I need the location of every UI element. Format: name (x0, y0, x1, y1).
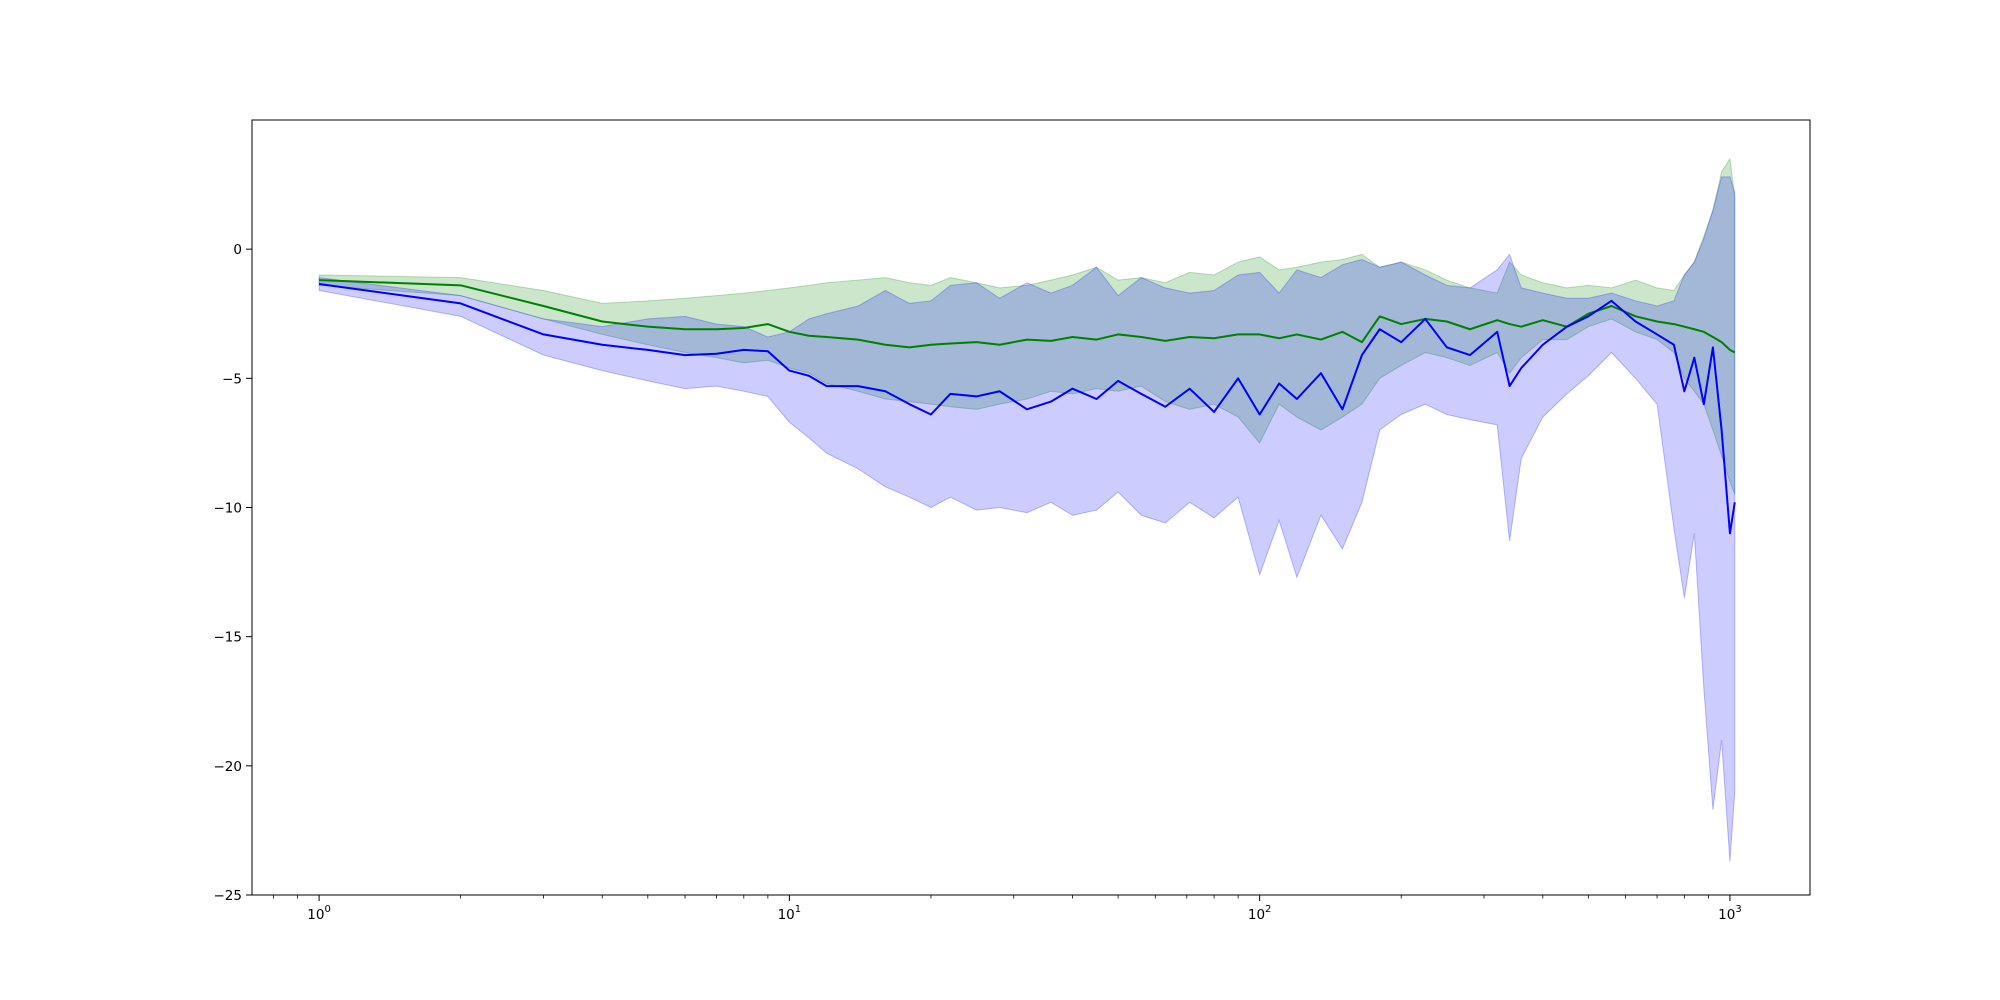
series-2-band (318, 176, 1736, 862)
y-tick-label: −20 (214, 759, 243, 775)
y-tick-label: −10 (214, 501, 243, 517)
x-axis: 100 101 102 103 (273, 895, 1742, 923)
x-tick-label: 101 (778, 904, 802, 923)
confidence-bands (318, 157, 1736, 862)
y-tick-label: −15 (214, 630, 243, 646)
x-tick-label: 103 (1718, 904, 1742, 923)
series-1-line (319, 279, 1736, 354)
series-lines (318, 279, 1736, 535)
x-tick-label: 100 (307, 904, 331, 923)
series-1-band (318, 157, 1736, 495)
y-tick-label: −5 (222, 371, 242, 387)
y-tick-label: 0 (233, 242, 242, 258)
series-2-line (318, 283, 1736, 535)
y-tick-label: −25 (214, 888, 243, 904)
x-tick-label: 102 (1248, 904, 1272, 923)
y-axis: 0 −5 −10 −15 −20 −25 (214, 242, 252, 904)
